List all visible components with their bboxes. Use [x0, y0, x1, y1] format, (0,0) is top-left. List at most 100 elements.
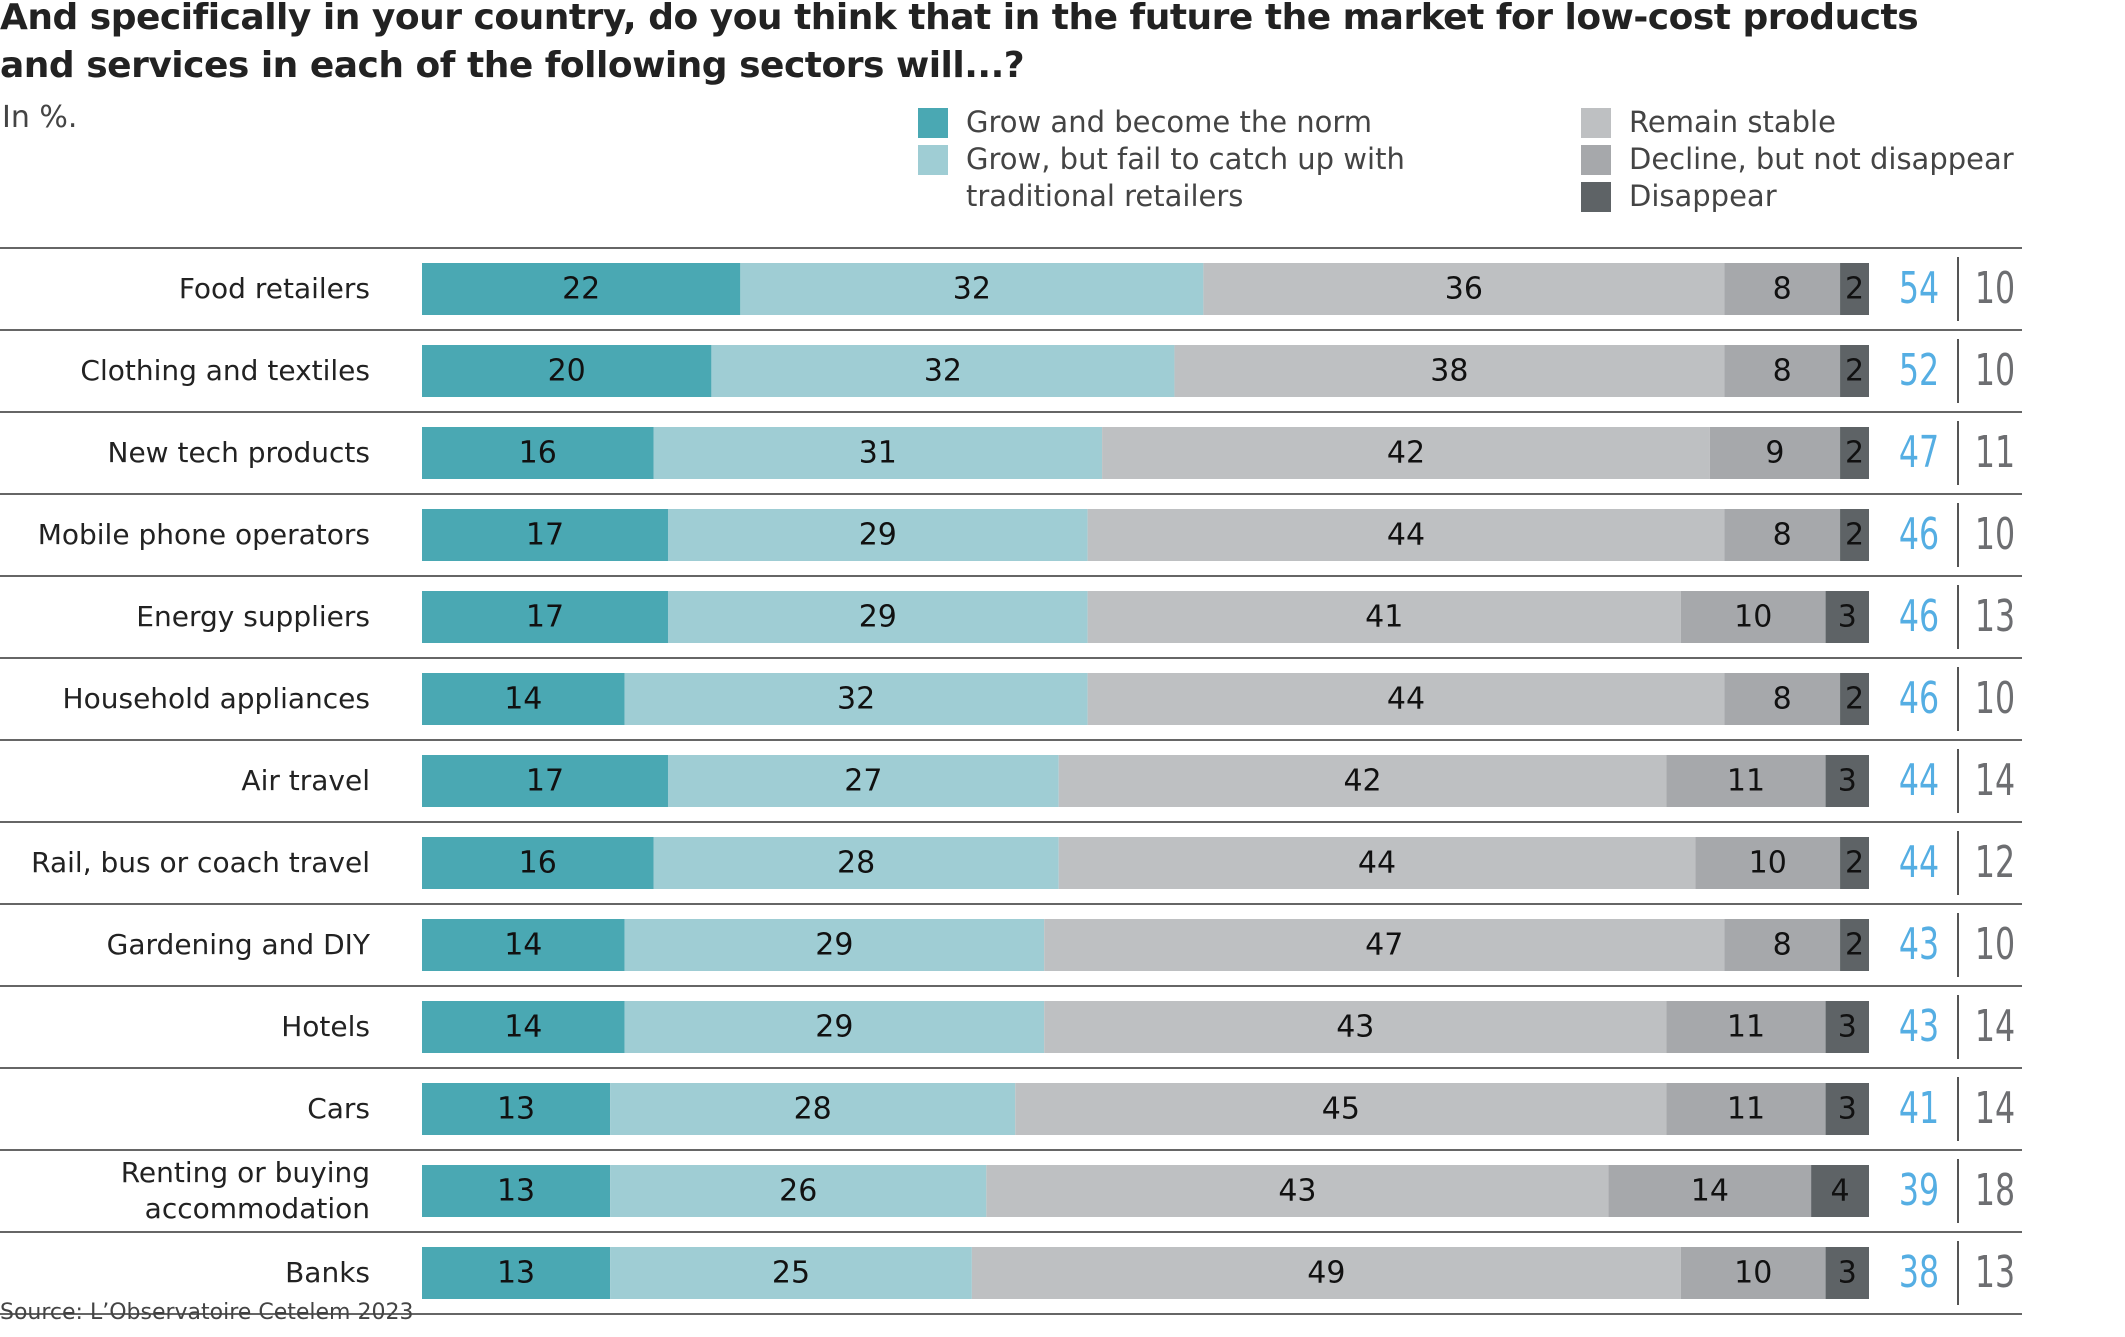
bar-segment: [1608, 1165, 1812, 1217]
total-label: 43: [1899, 1001, 1939, 1053]
bar-segment: [653, 837, 1059, 889]
value-label: 2: [1845, 354, 1864, 389]
value-label: 2: [1845, 682, 1864, 717]
bar-segment: [667, 591, 1088, 643]
total-label: 14: [1975, 1001, 2015, 1053]
bar-segment: [1695, 837, 1841, 889]
value-label: 13: [497, 1174, 535, 1209]
category-label: New tech products: [107, 436, 371, 469]
bar-segment: [653, 427, 1103, 479]
total-label: 10: [1975, 673, 2015, 725]
value-label: 27: [844, 764, 882, 799]
total-label: 10: [1975, 345, 2015, 397]
value-label: 8: [1773, 272, 1792, 307]
bar-segment: [1840, 509, 1869, 561]
bar-segment: [1840, 427, 1869, 479]
bar-segment: [667, 509, 1088, 561]
bar-segment: [1840, 919, 1869, 971]
legend-swatch: [918, 108, 948, 138]
value-label: 44: [1387, 518, 1425, 553]
value-label: 29: [859, 518, 897, 553]
total-label: 14: [1975, 1083, 2015, 1135]
bar-segment: [1666, 1083, 1826, 1135]
value-label: 38: [1430, 354, 1468, 389]
value-label: 49: [1307, 1256, 1345, 1291]
value-label: 14: [504, 682, 542, 717]
bar-segment: [1203, 263, 1725, 315]
value-label: 26: [779, 1174, 817, 1209]
value-label: 36: [1445, 272, 1483, 307]
value-label: 2: [1845, 518, 1864, 553]
total-label: 43: [1899, 919, 1939, 971]
bar-segment: [1724, 919, 1841, 971]
legend-label: Disappear: [1629, 179, 1777, 213]
bar-segment: [422, 1083, 611, 1135]
value-label: 11: [1727, 1092, 1765, 1127]
bar-segment: [610, 1083, 1016, 1135]
legend-label: Grow, but fail to catch up with traditio…: [966, 142, 1405, 213]
total-label: 46: [1899, 673, 1939, 725]
total-label: 10: [1975, 263, 2015, 315]
value-label: 43: [1336, 1010, 1374, 1045]
total-label: 12: [1975, 837, 2015, 889]
bar-segment: [422, 427, 654, 479]
bar-segment: [1680, 1247, 1826, 1299]
bar-segment: [1724, 673, 1841, 725]
value-label: 17: [526, 518, 564, 553]
category-label: Food retailers: [178, 272, 370, 305]
subtitle: In %.: [2, 100, 78, 135]
source: Source: L’Observatoire Cetelem 2023: [0, 1300, 414, 1325]
legend-swatch: [918, 145, 948, 175]
bar-segment: [1840, 263, 1869, 315]
value-label: 4: [1831, 1174, 1850, 1209]
total-label: 46: [1899, 509, 1939, 561]
bar-segment: [422, 919, 625, 971]
total-label: 13: [1975, 1247, 2015, 1299]
value-label: 8: [1773, 682, 1792, 717]
bar-segment: [1840, 837, 1869, 889]
value-label: 29: [815, 928, 853, 963]
bar-segment: [422, 1001, 625, 1053]
total-label: 13: [1975, 591, 2015, 643]
value-label: 3: [1838, 1256, 1857, 1291]
bar-segment: [1666, 755, 1826, 807]
bar-segment: [422, 673, 625, 725]
bar-segment: [711, 345, 1175, 397]
category-label: Gardening and DIY: [106, 928, 370, 961]
value-label: 10: [1749, 846, 1787, 881]
bar-segment: [1087, 673, 1725, 725]
value-label: 20: [548, 354, 586, 389]
total-label: 39: [1899, 1165, 1939, 1217]
value-label: 29: [859, 600, 897, 635]
bar-segment: [1724, 509, 1841, 561]
total-label: 18: [1975, 1165, 2015, 1217]
bar-segment: [422, 263, 741, 315]
value-label: 3: [1838, 1092, 1857, 1127]
value-label: 41: [1365, 600, 1403, 635]
bar-segment: [971, 1247, 1681, 1299]
total-label: 10: [1975, 509, 2015, 561]
bar-segment: [1840, 673, 1869, 725]
value-label: 43: [1278, 1174, 1316, 1209]
value-label: 28: [794, 1092, 832, 1127]
total-label: 38: [1899, 1247, 1939, 1299]
value-label: 3: [1838, 1010, 1857, 1045]
bar-segment: [1825, 755, 1869, 807]
bar-segment: [667, 755, 1059, 807]
bar-segment: [1058, 837, 1696, 889]
value-label: 32: [953, 272, 991, 307]
legend-swatch: [1581, 108, 1611, 138]
bar-segment: [1825, 1083, 1869, 1135]
value-label: 8: [1773, 928, 1792, 963]
total-label: 47: [1899, 427, 1939, 479]
bar-segment: [1102, 427, 1710, 479]
total-label: 41: [1899, 1083, 1939, 1135]
bar-segment: [1825, 1247, 1869, 1299]
bar-segment: [1044, 1001, 1667, 1053]
total-label: 14: [1975, 755, 2015, 807]
bar-segment: [1825, 591, 1869, 643]
value-label: 17: [526, 600, 564, 635]
value-label: 3: [1838, 600, 1857, 635]
legend-label: Grow and become the norm: [966, 105, 1373, 139]
